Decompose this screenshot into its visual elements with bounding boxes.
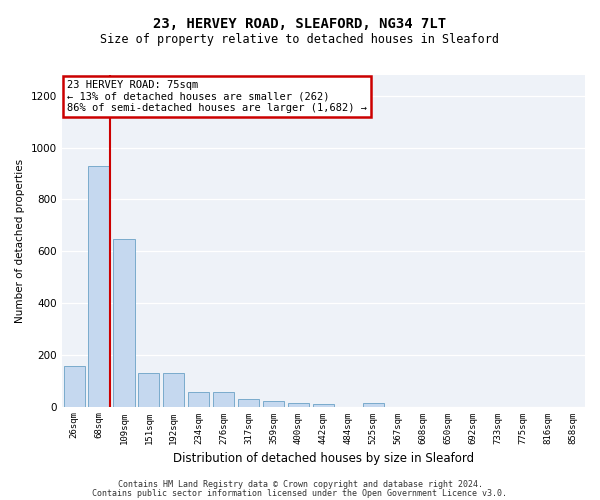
Bar bbox=[288, 404, 309, 406]
Bar bbox=[213, 392, 234, 406]
Bar bbox=[88, 166, 110, 406]
Text: Size of property relative to detached houses in Sleaford: Size of property relative to detached ho… bbox=[101, 32, 499, 46]
Bar bbox=[188, 392, 209, 406]
Bar bbox=[163, 373, 184, 406]
Y-axis label: Number of detached properties: Number of detached properties bbox=[15, 158, 25, 323]
Bar bbox=[313, 404, 334, 406]
Text: 23, HERVEY ROAD, SLEAFORD, NG34 7LT: 23, HERVEY ROAD, SLEAFORD, NG34 7LT bbox=[154, 18, 446, 32]
Bar bbox=[238, 400, 259, 406]
Text: Contains HM Land Registry data © Crown copyright and database right 2024.: Contains HM Land Registry data © Crown c… bbox=[118, 480, 482, 489]
Bar bbox=[113, 240, 134, 406]
Bar bbox=[64, 366, 85, 406]
Text: Contains public sector information licensed under the Open Government Licence v3: Contains public sector information licen… bbox=[92, 488, 508, 498]
Bar bbox=[138, 374, 160, 406]
Text: 23 HERVEY ROAD: 75sqm
← 13% of detached houses are smaller (262)
86% of semi-det: 23 HERVEY ROAD: 75sqm ← 13% of detached … bbox=[67, 80, 367, 113]
Bar bbox=[362, 404, 384, 406]
X-axis label: Distribution of detached houses by size in Sleaford: Distribution of detached houses by size … bbox=[173, 452, 474, 465]
Bar bbox=[263, 401, 284, 406]
